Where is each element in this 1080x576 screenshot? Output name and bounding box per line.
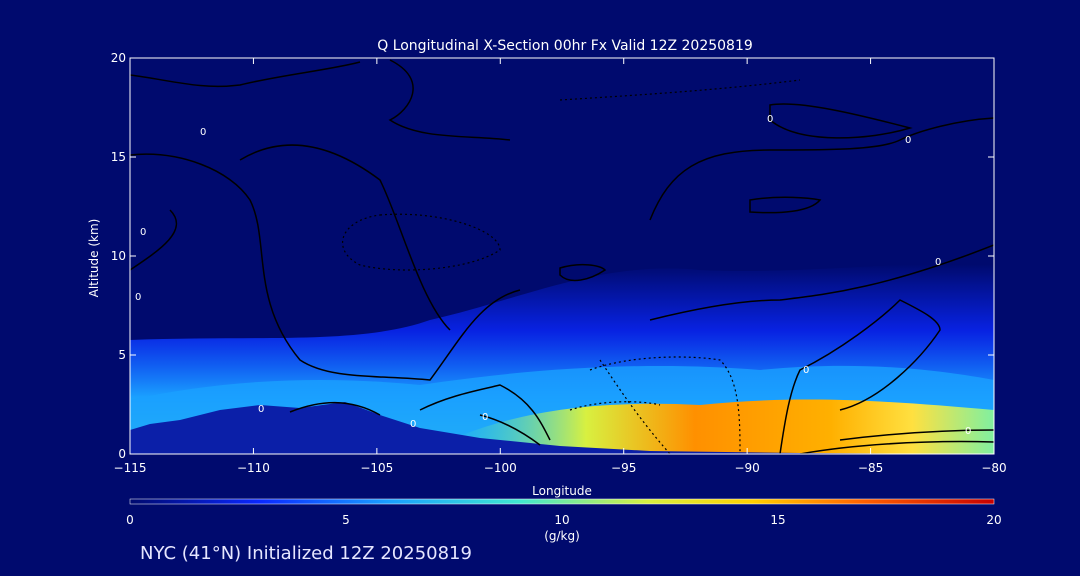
colorbar — [129, 498, 995, 505]
terrain — [130, 402, 994, 454]
y-ticks: 0 5 10 15 20 — [111, 51, 994, 461]
svg-text:0: 0 — [258, 404, 264, 415]
svg-text:0: 0 — [482, 412, 488, 423]
x-tick-label: −85 — [858, 461, 883, 475]
colorbar-tick-label: 10 — [554, 513, 569, 527]
svg-text:0: 0 — [140, 227, 146, 238]
x-tick-label: −115 — [114, 461, 147, 475]
x-tick-label: −110 — [237, 461, 270, 475]
svg-text:0: 0 — [803, 365, 809, 376]
high-q-region — [450, 399, 994, 454]
x-tick-label: −95 — [611, 461, 636, 475]
y-tick-label: 10 — [111, 249, 126, 263]
x-tick-label: −90 — [734, 461, 759, 475]
y-tick-label: 20 — [111, 51, 126, 65]
svg-text:0: 0 — [935, 257, 941, 268]
x-tick-label: −105 — [360, 461, 393, 475]
contours — [130, 59, 994, 454]
colorbar-ticks: 0 5 10 15 20 — [126, 513, 1001, 527]
x-axis-label: Longitude — [532, 484, 592, 498]
x-tick-label: −100 — [484, 461, 517, 475]
svg-text:0: 0 — [965, 426, 971, 437]
y-axis-label: Altitude (km) — [87, 219, 101, 298]
svg-text:0: 0 — [200, 127, 206, 138]
colorbar-tick-label: 0 — [126, 513, 134, 527]
moisture-field — [130, 58, 994, 454]
dotted-contours — [342, 79, 801, 454]
x-ticks: −115 −110 −105 −100 −95 −90 −85 −80 — [114, 58, 1007, 475]
y-tick-label: 5 — [118, 348, 126, 362]
svg-text:0: 0 — [767, 114, 773, 125]
x-tick-label: −80 — [981, 461, 1006, 475]
colorbar-tick-label: 5 — [342, 513, 350, 527]
chart-title: Q Longitudinal X-Section 00hr Fx Valid 1… — [377, 38, 753, 54]
svg-text:0: 0 — [410, 419, 416, 430]
y-tick-label: 15 — [111, 150, 126, 164]
footer-caption: NYC (41°N) Initialized 12Z 20250819 — [140, 543, 472, 564]
contour-zero-labels: 0 0 0 0 0 0 0 0 0 0 0 — [135, 114, 971, 437]
svg-text:0: 0 — [135, 292, 141, 303]
colorbar-label: (g/kg) — [544, 529, 580, 543]
svg-text:0: 0 — [905, 135, 911, 146]
y-tick-label: 0 — [118, 447, 126, 461]
colorbar-tick-label: 20 — [986, 513, 1001, 527]
colorbar-tick-label: 15 — [770, 513, 785, 527]
